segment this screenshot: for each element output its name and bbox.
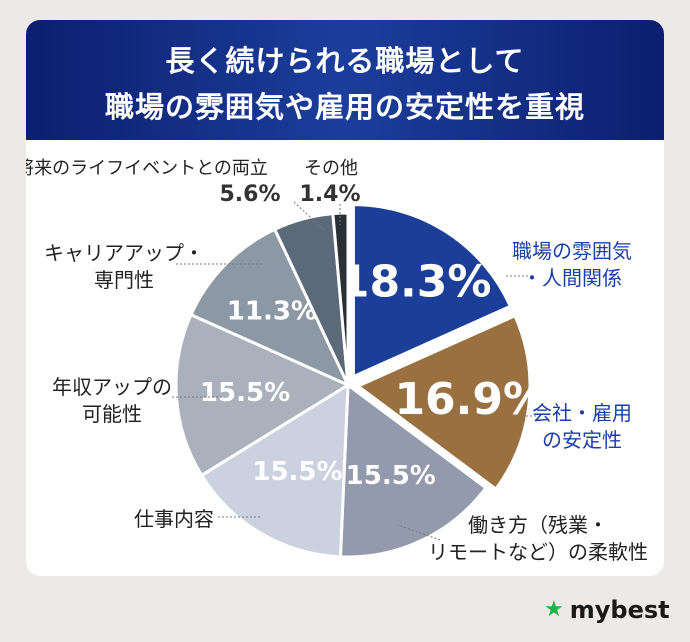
slice-value-label: 11.3%	[227, 296, 317, 326]
slice-value-label: 1.4%	[299, 182, 360, 207]
pie-slice	[354, 313, 532, 492]
slice-value-label: 15.5%	[346, 461, 436, 491]
slice-category-label: 職場の雰囲気・人間関係	[512, 239, 632, 290]
slice-value-label: 5.6%	[219, 182, 280, 207]
leader-line	[293, 201, 325, 231]
slice-category-label: キャリアアップ・専門性	[44, 241, 204, 292]
pie-slice	[338, 382, 488, 559]
brand-name: mybest	[569, 596, 670, 624]
pie-slice	[189, 227, 352, 389]
chart-title-line-2: 職場の雰囲気や雇用の安定性を重視	[104, 90, 585, 124]
slice-category-label: 仕事内容	[134, 507, 214, 531]
leader-line	[397, 524, 441, 541]
slice-category-label: 将来のライフイベントとの両立	[26, 158, 268, 179]
slice-category-label: 会社・雇用の安定性	[532, 401, 632, 452]
pie-slice	[199, 382, 350, 559]
pie-slice	[351, 203, 513, 379]
star-icon: ★	[544, 597, 564, 622]
chart-card: 長く続けられる職場として 職場の雰囲気や雇用の安定性を重視 18.3% 職場の雰囲…	[26, 20, 664, 576]
slice-category-label: 働き方（残業・リモートなど）の柔軟性	[428, 513, 648, 564]
title-banner: 長く続けられる職場として 職場の雰囲気や雇用の安定性を重視	[26, 20, 664, 140]
slice-value-label: 16.9%	[394, 374, 547, 425]
chart-title-line-1: 長く続けられる職場として	[165, 44, 525, 78]
pie-slice	[174, 312, 352, 478]
brand-logo: ★ mybest	[544, 592, 670, 628]
slice-value-label: 15.5%	[252, 457, 342, 487]
slice-value-label: 18.3%	[339, 257, 492, 308]
pie-chart: 18.3% 職場の雰囲気・人間関係 16.9%会社・雇用の安定性 15.5% 働き方（残…	[26, 158, 648, 564]
slice-value-label: 15.5%	[200, 378, 290, 408]
slice-category-label: 年収アップの可能性	[52, 375, 172, 426]
slice-category-label: その他	[304, 158, 358, 179]
